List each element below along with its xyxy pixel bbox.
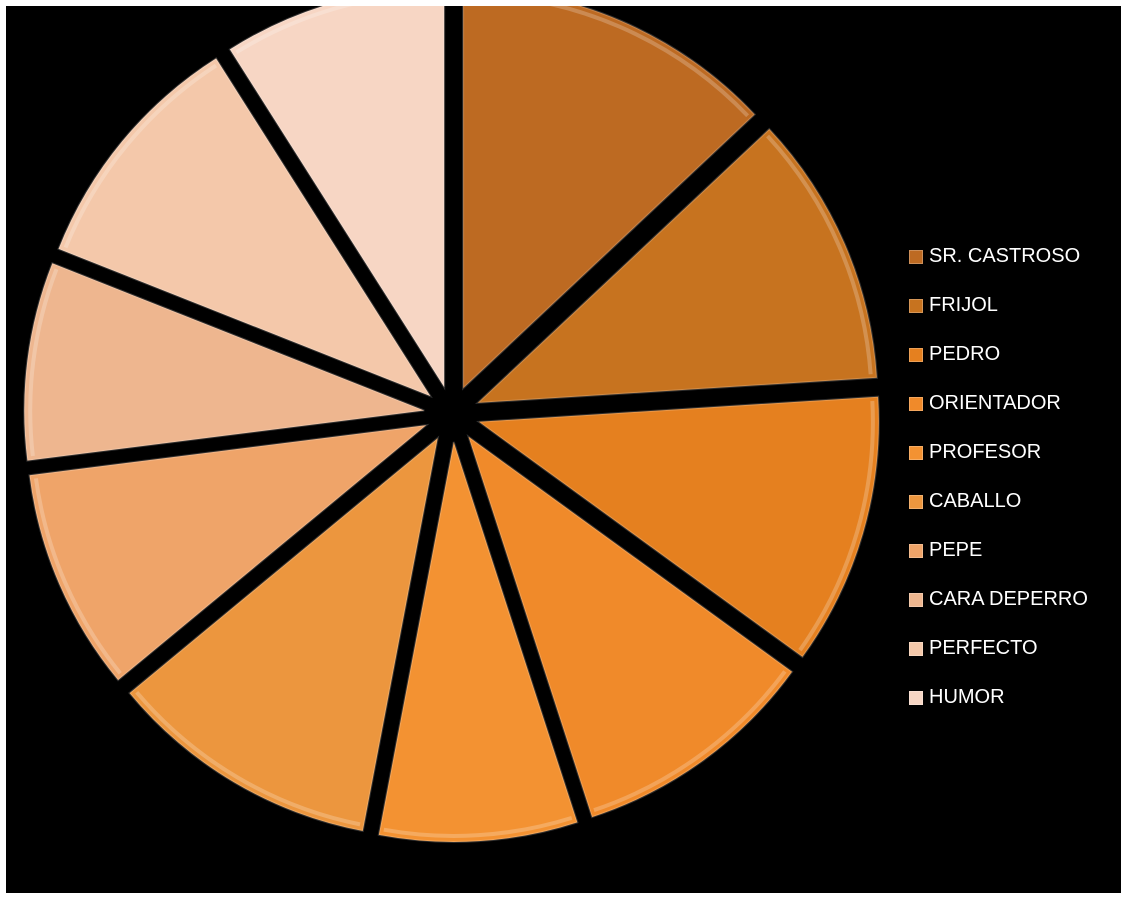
pie-slice-sr-castroso <box>462 6 757 391</box>
legend-label: FRIJOL <box>929 294 998 316</box>
legend-swatch <box>909 690 923 705</box>
pie-slice-frijol <box>474 127 878 405</box>
pie-slice-humor <box>228 6 446 391</box>
pie-slice-rim <box>383 815 573 838</box>
legend-label: CARA DEPERRO <box>929 588 1088 610</box>
legend-item: PEPE <box>909 526 1119 575</box>
pie-slice-caballo <box>128 435 440 833</box>
legend: SR. CASTROSO FRIJOL PEDRO ORIENTADOR PROFESO… <box>909 232 1119 722</box>
legend-label: ORIENTADOR <box>929 392 1061 414</box>
legend-item: PROFESOR <box>909 428 1119 477</box>
pie-slice-rim <box>28 268 59 457</box>
legend-swatch <box>909 347 923 362</box>
legend-swatch <box>909 494 923 509</box>
legend-label: PEPE <box>929 539 983 561</box>
pie-slice-orientador <box>466 434 794 819</box>
legend-label: SR. CASTROSO <box>929 245 1081 267</box>
pie-slice-rim <box>33 478 122 675</box>
pie-slice-rim <box>766 134 873 375</box>
pie-slice-pepe <box>28 423 430 682</box>
pie-slice-rim <box>549 6 750 118</box>
pie-slice-rim <box>135 690 361 827</box>
pie-slice-profesor <box>377 441 579 843</box>
legend-swatch <box>909 445 923 460</box>
chart-area: SR. CASTROSO FRIJOL PEDRO ORIENTADOR PROFESO… <box>6 6 1121 893</box>
legend-item: CARA DEPERRO <box>909 575 1119 624</box>
legend-swatch <box>909 641 923 656</box>
legend-label: PEDRO <box>929 343 1001 365</box>
legend-item: HUMOR <box>909 673 1119 722</box>
legend-label: HUMOR <box>929 686 1005 708</box>
pie-slice-rim <box>235 6 353 55</box>
legend-swatch <box>909 249 923 264</box>
legend-label: PERFECTO <box>929 637 1038 659</box>
legend-item: SR. CASTROSO <box>909 232 1119 281</box>
legend-label: CABALLO <box>929 490 1022 512</box>
pie-slice-rim <box>63 63 218 249</box>
legend-label: PROFESOR <box>929 441 1042 463</box>
legend-swatch <box>909 592 923 607</box>
legend-swatch <box>909 543 923 558</box>
legend-item: PEDRO <box>909 330 1119 379</box>
pie-chart <box>23 6 880 843</box>
legend-swatch <box>909 298 923 313</box>
pie-slice-perfecto <box>57 57 433 399</box>
legend-item: PERFECTO <box>909 624 1119 673</box>
pie-slice-cara-deperro <box>23 261 425 462</box>
legend-item: CABALLO <box>909 477 1119 526</box>
legend-item: ORIENTADOR <box>909 379 1119 428</box>
pie-slice-rim <box>798 400 875 652</box>
legend-item: FRIJOL <box>909 281 1119 330</box>
legend-swatch <box>909 396 923 411</box>
pie-slice-rim <box>593 670 787 813</box>
pie-slice-pedro <box>476 395 880 659</box>
